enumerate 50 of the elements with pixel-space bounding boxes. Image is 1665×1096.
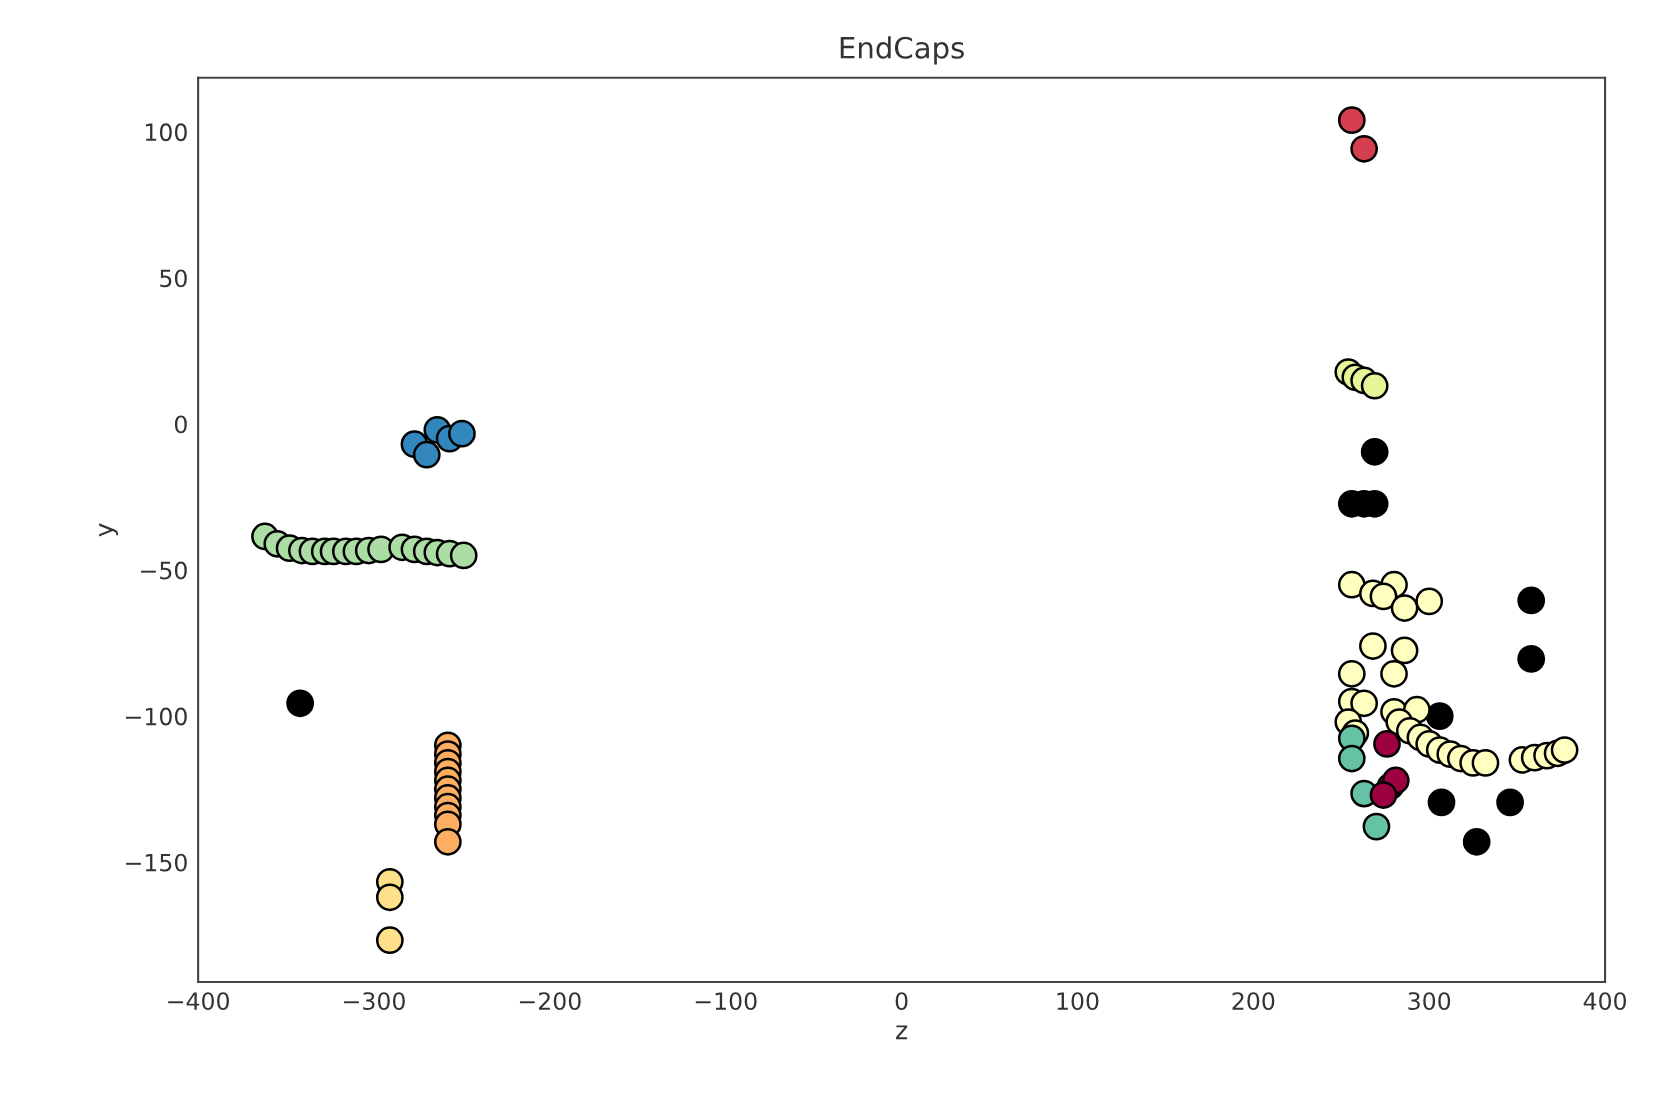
point [1369,781,1398,809]
y-tick-label: 100 [145,123,187,142]
point [448,419,476,448]
x-tick-label: 200 [1232,992,1275,1011]
point [1550,736,1579,764]
point [1517,586,1546,615]
x-tick-label: 100 [1057,992,1099,1011]
point [1390,594,1419,622]
point [1362,812,1391,841]
point [1373,730,1401,758]
point [1390,636,1419,665]
x-tick-label: −200 [519,992,581,1011]
point [1360,437,1389,466]
point [1360,371,1389,400]
point [375,926,404,955]
point [1496,788,1524,817]
y-axis-title: y [99,523,118,537]
point [1350,689,1378,718]
point [1415,587,1444,616]
y-tick-label: 0 [174,415,187,434]
y-tick-label: 50 [160,269,187,288]
y-tick-label: −100 [126,707,187,726]
y-tick-label: −150 [126,853,187,872]
point [1350,134,1378,163]
point [1337,106,1366,135]
point [412,440,441,469]
point [286,689,314,718]
x-tick-label: −400 [168,992,229,1011]
point [1380,659,1408,688]
point [375,883,404,912]
point [1337,659,1366,688]
y-tick-label: −50 [141,561,187,580]
x-axis-title: z [896,1025,908,1040]
point [1462,827,1491,856]
point [1369,582,1398,611]
point [1337,744,1366,773]
point [1427,788,1456,817]
point [434,827,462,856]
x-tick-label: −300 [344,992,405,1011]
x-tick-label: −100 [695,992,757,1011]
point [449,541,478,570]
point [1471,749,1500,777]
chart-title: EndCaps [840,36,964,65]
x-tick-label: 0 [895,992,908,1011]
point [1517,645,1546,673]
point [1337,570,1366,599]
x-tick-label: 400 [1583,992,1627,1011]
x-tick-label: 300 [1408,992,1451,1011]
point [1425,702,1454,731]
point [1359,632,1387,660]
